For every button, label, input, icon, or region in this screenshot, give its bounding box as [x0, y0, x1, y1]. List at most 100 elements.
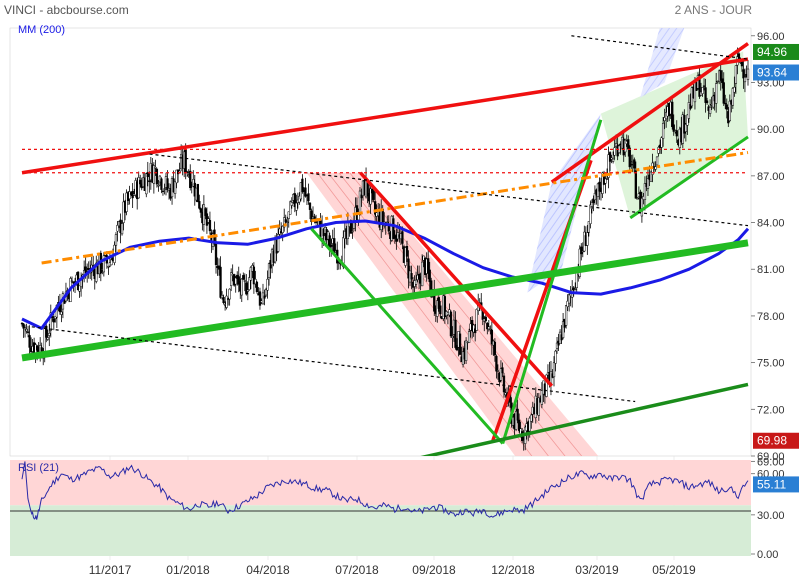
- candle-body: [716, 80, 719, 83]
- candle-body: [284, 219, 287, 223]
- rsi-tick-label: 69.00: [757, 456, 785, 468]
- candle-body: [330, 244, 333, 247]
- candle-body: [116, 224, 119, 232]
- candle-body: [610, 157, 613, 160]
- candle-body: [590, 202, 594, 209]
- candle-body: [630, 163, 633, 166]
- trendline-red-0: [21, 57, 749, 175]
- channel-blue_light-3: [640, 28, 685, 99]
- candle-body: [474, 328, 477, 334]
- trendline-dark-green-8: [420, 382, 749, 456]
- candle-body: [540, 390, 544, 405]
- candle-body: [486, 323, 489, 330]
- candle-body: [102, 255, 105, 273]
- y-tick-label: 87.00: [757, 171, 785, 183]
- candle-body: [628, 147, 631, 168]
- candle-body: [701, 87, 704, 94]
- candle-body: [454, 319, 457, 348]
- candle-body: [430, 280, 433, 298]
- candle-body: [23, 327, 27, 330]
- x-tick-label: 05/2019: [652, 563, 696, 577]
- candle-body: [587, 221, 591, 233]
- candle-body: [87, 268, 90, 270]
- rsi-badge-bg: [753, 476, 799, 493]
- candle-body: [655, 156, 659, 166]
- candle-body: [351, 231, 354, 233]
- candle-body: [661, 122, 665, 139]
- candle-body: [54, 316, 57, 319]
- candle-body: [405, 245, 409, 257]
- candle-body: [145, 173, 148, 195]
- candle-body: [246, 289, 249, 292]
- candle-body: [704, 87, 707, 103]
- candle-body: [728, 100, 731, 122]
- candle-body: [25, 328, 28, 332]
- candle-body: [613, 147, 616, 156]
- candle-body: [555, 342, 559, 349]
- candle-body: [449, 311, 453, 337]
- price-badge-value: 69.98: [757, 434, 787, 448]
- candle-body: [489, 328, 492, 331]
- candle-body: [307, 193, 310, 202]
- candle-body: [721, 78, 724, 83]
- candle-body: [155, 168, 159, 185]
- candle-body: [537, 397, 540, 416]
- ma200-line: [21, 219, 750, 330]
- candle-body: [657, 147, 660, 154]
- trendline-orange-dashdot-9: [41, 151, 749, 265]
- candle-body: [48, 333, 51, 336]
- y-tick-label: 72.00: [757, 404, 785, 416]
- candle-body: [731, 88, 734, 106]
- candle-body: [369, 188, 372, 205]
- candle-body: [225, 295, 228, 308]
- candle-body: [240, 278, 243, 296]
- rsi-badge-value: 55.11: [757, 477, 786, 491]
- candle-body: [586, 232, 589, 246]
- candle-body: [487, 326, 490, 330]
- candle-body: [698, 74, 701, 97]
- candle-body: [295, 202, 298, 211]
- ma-legend-label: MM (200): [18, 24, 65, 36]
- x-tick-label: 04/2018: [246, 563, 290, 577]
- candle-body: [255, 281, 259, 292]
- candle-body: [249, 267, 253, 281]
- rsi-lower-zone: [10, 505, 751, 556]
- candle-body: [287, 211, 290, 219]
- candle-body: [672, 124, 675, 132]
- candle-body: [675, 130, 678, 137]
- candle-body: [407, 258, 410, 279]
- candle-body: [410, 273, 413, 280]
- candle-body: [561, 321, 565, 338]
- candle-body: [254, 278, 257, 285]
- x-tick-label: 12/2018: [491, 563, 535, 577]
- candle-body: [70, 280, 74, 282]
- candle-body: [740, 61, 744, 67]
- candle-body: [633, 159, 636, 169]
- candle-body: [219, 266, 222, 298]
- candle-body: [649, 171, 653, 182]
- candle-body: [734, 65, 738, 84]
- y-tick-label: 81.00: [757, 264, 785, 276]
- candle-body: [199, 208, 202, 213]
- candle-body: [192, 179, 195, 187]
- candle-body: [605, 178, 609, 180]
- candle-body: [358, 190, 362, 215]
- candle-body: [166, 178, 169, 190]
- candle-body: [237, 276, 240, 285]
- candle-body: [530, 414, 533, 422]
- candle-body: [684, 124, 688, 132]
- candle-body: [420, 261, 424, 287]
- y-tick-label: 69.00: [757, 451, 785, 463]
- candle-body: [342, 237, 345, 268]
- candle-body: [214, 242, 218, 265]
- candle-body: [46, 337, 49, 340]
- price-badge-bg: [753, 64, 799, 81]
- candle-body: [60, 311, 63, 315]
- price-badge-value: 94.96: [757, 45, 787, 59]
- candle-body: [568, 294, 571, 304]
- candle-body: [386, 221, 389, 224]
- candle-body: [204, 208, 207, 216]
- candle-body: [49, 312, 52, 331]
